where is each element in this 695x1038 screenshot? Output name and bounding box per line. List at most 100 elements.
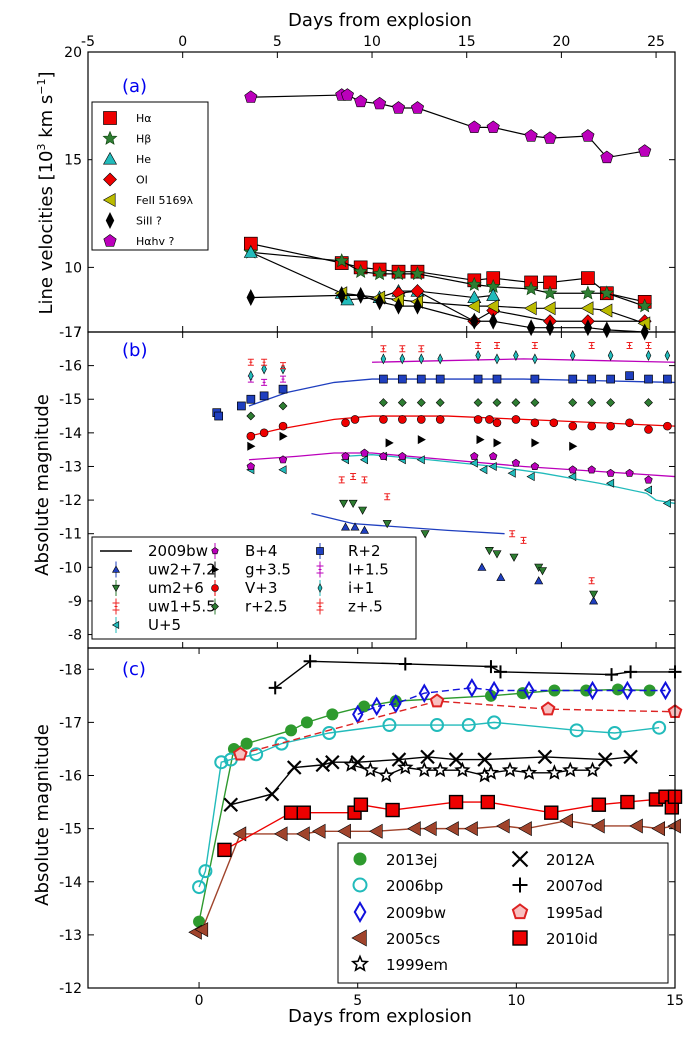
data-point bbox=[606, 421, 615, 431]
data-point bbox=[568, 374, 578, 384]
data-point bbox=[217, 842, 232, 858]
data-point bbox=[466, 276, 482, 291]
data-point bbox=[339, 499, 349, 509]
legend-label: Hβ bbox=[136, 133, 151, 146]
y-tick-label: -12 bbox=[59, 981, 82, 997]
data-point bbox=[418, 345, 425, 353]
data-point bbox=[369, 823, 383, 839]
data-point bbox=[589, 590, 599, 599]
panel-a: Days from explosion (a) Line velocities … bbox=[35, 10, 675, 648]
data-point bbox=[469, 458, 478, 468]
top-x-tick-label: 20 bbox=[552, 34, 570, 50]
panel-frames bbox=[87, 51, 676, 989]
data-point bbox=[261, 363, 267, 375]
data-point bbox=[378, 398, 388, 408]
legend-label: Hαhv ? bbox=[136, 235, 175, 248]
y-tick-label: -9 bbox=[68, 594, 82, 610]
data-point bbox=[523, 281, 539, 296]
data-point bbox=[659, 680, 672, 701]
data-point bbox=[246, 431, 256, 441]
data-point bbox=[530, 398, 540, 408]
data-point bbox=[611, 683, 624, 696]
data-point bbox=[664, 350, 671, 361]
data-point bbox=[645, 350, 652, 361]
data-point bbox=[638, 144, 652, 157]
data-point bbox=[530, 462, 540, 471]
legend-marker bbox=[211, 602, 219, 611]
y-tick-label: -12 bbox=[59, 493, 82, 509]
top-x-tick-label: -5 bbox=[81, 34, 95, 50]
data-point bbox=[591, 818, 605, 834]
data-point bbox=[470, 452, 479, 460]
legend-marker bbox=[211, 584, 219, 592]
data-point bbox=[587, 398, 597, 408]
legend-label: 2013ej bbox=[386, 851, 438, 869]
data-point bbox=[543, 131, 557, 144]
data-point bbox=[437, 353, 443, 365]
data-point bbox=[416, 374, 426, 384]
legend-marker bbox=[512, 930, 528, 946]
data-point bbox=[390, 694, 402, 714]
data-point bbox=[534, 576, 544, 585]
y-tick-label: 7 bbox=[73, 325, 82, 341]
data-point bbox=[629, 818, 643, 834]
legend-label: 2010id bbox=[546, 930, 598, 948]
y-tick-label: 15 bbox=[64, 153, 82, 169]
data-point bbox=[477, 752, 492, 767]
data-point bbox=[340, 88, 354, 101]
legend-box bbox=[337, 842, 669, 984]
data-point bbox=[479, 465, 488, 475]
data-point bbox=[584, 761, 601, 778]
legend-label: 2012A bbox=[546, 851, 595, 869]
data-point bbox=[261, 358, 268, 366]
model-line bbox=[248, 378, 676, 407]
data-point bbox=[410, 101, 425, 114]
data-point bbox=[350, 522, 360, 531]
data-point bbox=[358, 700, 371, 713]
data-point bbox=[488, 680, 500, 701]
data-point bbox=[398, 452, 407, 460]
data-point bbox=[643, 684, 656, 697]
data-point bbox=[382, 520, 392, 529]
data-point bbox=[467, 120, 481, 133]
y-tick-label: 20 bbox=[64, 45, 82, 61]
data-point bbox=[507, 468, 516, 478]
legend-label: z+.5 bbox=[348, 598, 383, 616]
data-point bbox=[645, 341, 652, 349]
legend-label: 2009bw bbox=[148, 542, 208, 560]
panel-b-series bbox=[212, 341, 676, 605]
data-point bbox=[430, 718, 445, 733]
data-point bbox=[194, 922, 209, 938]
model-line bbox=[343, 454, 676, 505]
data-point bbox=[325, 754, 340, 770]
legend-marker bbox=[316, 547, 324, 555]
data-point bbox=[496, 818, 510, 834]
data-point bbox=[246, 411, 256, 421]
data-point bbox=[523, 680, 535, 701]
x-tick-label: 15 bbox=[666, 993, 684, 1009]
legend-marker bbox=[102, 130, 118, 145]
y-tick-label: -17 bbox=[59, 715, 82, 731]
panel-a-y-label-unit: km s bbox=[36, 95, 57, 144]
data-point bbox=[651, 821, 666, 837]
series-line-2009bw bbox=[357, 687, 666, 716]
y-tick-label: -13 bbox=[59, 459, 82, 475]
legend-marker bbox=[512, 877, 528, 893]
data-point bbox=[523, 301, 537, 316]
legend-marker bbox=[102, 192, 116, 208]
data-point bbox=[247, 441, 256, 451]
data-point bbox=[644, 374, 653, 384]
series-line-1995ad bbox=[240, 700, 676, 755]
data-point bbox=[663, 374, 672, 384]
data-point bbox=[392, 101, 406, 114]
data-point bbox=[286, 760, 302, 775]
data-point bbox=[605, 478, 615, 488]
data-point bbox=[399, 353, 406, 365]
panel-c-y-label: Absolute magnitude bbox=[32, 724, 53, 906]
data-point bbox=[243, 245, 258, 258]
data-point bbox=[359, 525, 370, 534]
data-point bbox=[382, 718, 397, 733]
panel-a-y-label: Line velocities [103 km s−1] bbox=[35, 71, 57, 314]
